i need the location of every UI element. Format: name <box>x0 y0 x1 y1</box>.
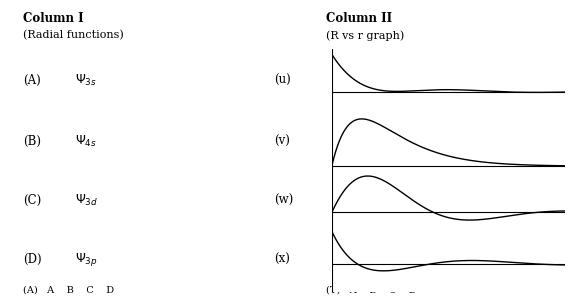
Text: (T)   A    B    C    D: (T) A B C D <box>326 286 417 295</box>
Text: (v): (v) <box>274 135 290 148</box>
Text: (w): (w) <box>274 194 293 207</box>
Text: (R vs r graph): (R vs r graph) <box>326 30 404 41</box>
Text: (D): (D) <box>23 254 42 266</box>
Text: (x): (x) <box>274 254 290 266</box>
Text: (C): (C) <box>23 194 42 207</box>
Text: $\Psi_{3s}$: $\Psi_{3s}$ <box>75 73 97 88</box>
Text: $\Psi_{4s}$: $\Psi_{4s}$ <box>75 134 97 149</box>
Text: (u): (u) <box>274 74 291 87</box>
Text: Column I: Column I <box>23 12 84 25</box>
Text: (B): (B) <box>23 135 41 148</box>
Text: Column II: Column II <box>326 12 392 25</box>
Text: (A): (A) <box>23 74 41 87</box>
Text: (A)   A    B    C    D: (A) A B C D <box>23 286 114 295</box>
Text: $\Psi_{3d}$: $\Psi_{3d}$ <box>75 193 98 208</box>
Text: $\Psi_{3p}$: $\Psi_{3p}$ <box>75 251 98 268</box>
Text: (Radial functions): (Radial functions) <box>23 30 124 41</box>
